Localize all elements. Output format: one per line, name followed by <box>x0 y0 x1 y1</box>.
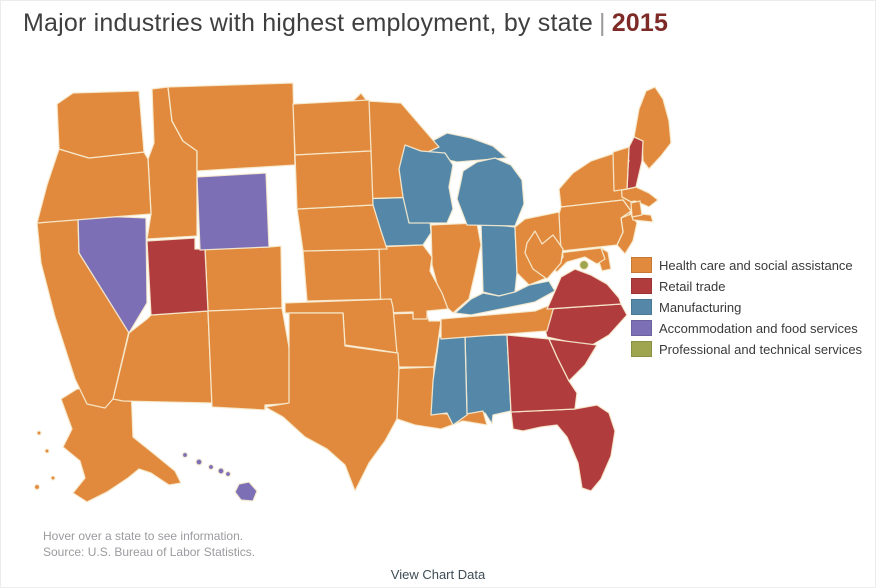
state-nm[interactable]: New Mexico — Health care and social assi… <box>207 307 300 411</box>
state-ut[interactable]: Utah — Retail trade <box>146 237 209 316</box>
hover-hint: Hover over a state to see information. <box>43 529 244 543</box>
legend-swatch-health-care <box>631 257 652 273</box>
state-ak[interactable]: Alaska — Health care and social assistan… <box>33 384 182 503</box>
state-ks[interactable]: Kansas — Health care and social assistan… <box>302 248 392 302</box>
state-dc[interactable]: District of Columbia — Professional and … <box>578 259 590 271</box>
legend-label: Professional and technical services <box>659 341 863 357</box>
legend: Health care and social assistance Retail… <box>631 257 862 357</box>
legend-swatch-manufacturing <box>631 299 652 315</box>
state-tn[interactable]: Tennessee — Health care and social assis… <box>440 302 556 340</box>
page-title: Major industries with highest employment… <box>23 9 668 38</box>
legend-swatch-retail-trade <box>631 278 652 294</box>
state-co[interactable]: Colorado — Health care and social assist… <box>204 245 283 312</box>
state-ri[interactable]: Rhode Island — Health care and social as… <box>630 200 643 218</box>
state-nd[interactable]: North Dakota — Health care and social as… <box>292 99 372 156</box>
state-wy[interactable]: Wyoming — Accommodation and food service… <box>196 172 270 251</box>
legend-label: Manufacturing <box>659 299 742 315</box>
state-nh[interactable]: New Hampshire — Retail trade <box>626 136 644 190</box>
legend-swatch-professional <box>631 341 652 357</box>
source-note: Source: U.S. Bureau of Labor Statistics. <box>43 545 256 559</box>
view-chart-data-link[interactable]: View Chart Data <box>390 567 486 582</box>
legend-swatch-accommodation <box>631 320 652 336</box>
title-text: Major industries with highest employment… <box>23 9 593 37</box>
state-ky[interactable]: Kentucky — Manufacturing <box>454 280 556 316</box>
title-year: 2015 <box>611 9 669 37</box>
state-in[interactable]: Indiana — Manufacturing <box>480 222 518 297</box>
state-ne[interactable]: Nebraska — Health care and social assist… <box>296 204 388 252</box>
state-al[interactable]: Alabama — Manufacturing <box>464 334 512 425</box>
state-mo[interactable]: Missouri — Health care and social assist… <box>378 244 449 320</box>
footer-notes: Hover over a state to see information. S… <box>43 528 255 560</box>
state-pa[interactable]: Pennsylvania — Health care and social as… <box>558 199 632 252</box>
state-fl[interactable]: Florida — Retail trade <box>510 404 616 492</box>
state-wi[interactable]: Wisconsin — Manufacturing <box>398 144 454 224</box>
state-or[interactable]: Oregon — Health care and social assistan… <box>36 148 152 224</box>
legend-label: Accommodation and food services <box>659 320 858 336</box>
state-hi[interactable]: Hawaii — Accommodation and food services <box>181 451 258 502</box>
state-sc[interactable]: South Carolina — Retail trade <box>548 338 598 382</box>
legend-item-professional: Professional and technical services <box>631 341 862 357</box>
legend-label: Health care and social assistance <box>659 257 853 273</box>
state-sd[interactable]: South Dakota — Health care and social as… <box>294 150 374 210</box>
state-mt[interactable]: Montana — Health care and social assista… <box>167 82 296 172</box>
state-nv[interactable]: Nevada — Accommodation and food services <box>77 214 148 334</box>
state-wa[interactable]: Washington — Health care and social assi… <box>56 90 145 159</box>
legend-item-manufacturing: Manufacturing <box>631 299 862 315</box>
state-tx[interactable]: Texas — Health care and social assistanc… <box>264 312 400 492</box>
state-wv[interactable]: West Virginia — Health care and social a… <box>524 230 564 280</box>
state-vt[interactable]: Vermont — Health care and social assista… <box>612 146 630 192</box>
legend-item-retail-trade: Retail trade <box>631 278 862 294</box>
view-chart-data-wrap: View Chart Data <box>1 567 875 582</box>
state-ms[interactable]: Mississippi — Manufacturing <box>430 335 468 426</box>
title-separator: | <box>598 9 606 37</box>
legend-label: Retail trade <box>659 278 726 294</box>
state-mn[interactable]: Minnesota — Health care and social assis… <box>352 92 440 200</box>
legend-item-health-care: Health care and social assistance <box>631 257 862 273</box>
state-va[interactable]: Virginia — Retail trade <box>546 268 622 310</box>
legend-item-accommodation: Accommodation and food services <box>631 320 862 336</box>
state-il[interactable]: Illinois — Health care and social assist… <box>430 222 482 314</box>
